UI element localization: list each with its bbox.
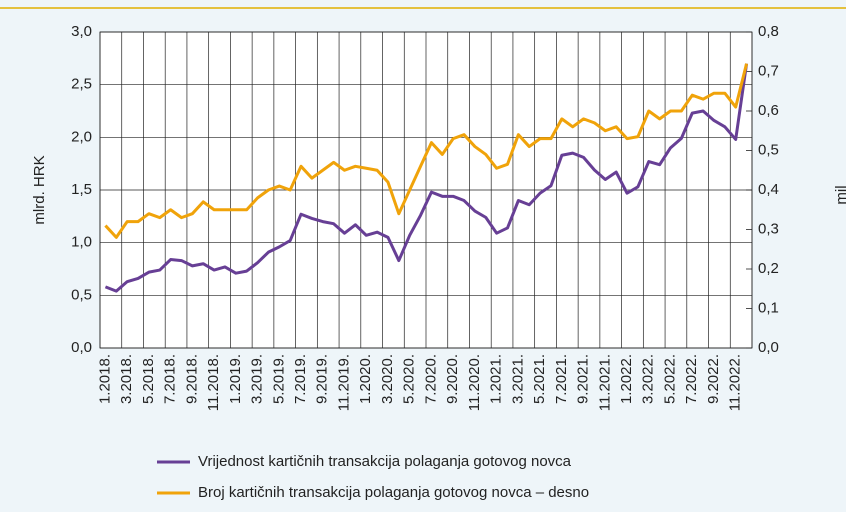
x-tick-label: 11.2019. [335,354,352,411]
y-tick-label: 3,0 [71,23,92,40]
legend-label: Broj kartičnih transakcija polaganja got… [198,484,589,501]
y2-tick-label: 0,1 [758,299,779,316]
x-tick-label: 7.2019. [292,354,309,404]
x-tick-label: 7.2022. [683,354,700,404]
y2-tick-label: 0,6 [758,102,779,119]
y-tick-label: 2,0 [71,128,92,145]
x-tick-label: 3.2021. [509,354,526,404]
y-tick-label: 2,5 [71,76,92,93]
x-tick-label: 9.2022. [705,354,722,404]
y-tick-label: 0,5 [71,286,92,303]
y2-axis-label: mil [833,185,846,204]
x-tick-label: 5.2020. [401,354,418,404]
x-tick-label: 11.2020. [466,354,483,411]
y2-tick-label: 0,2 [758,260,779,277]
series-line [104,63,749,239]
x-tick-label: 3.2018. [118,354,135,404]
x-tick-label: 7.2020. [422,354,439,404]
x-tick-label: 5.2022. [661,354,678,404]
y2-tick-label: 0,3 [758,220,779,237]
x-tick-label: 5.2021. [531,354,548,404]
y-axis-label: mlrd. HRK [31,155,48,224]
x-tick-label: 9.2021. [575,354,592,404]
x-tick-label: 11.2018. [205,354,222,411]
plot-frame [99,31,753,349]
x-tick-label: 3.2022. [640,354,657,404]
x-tick-label: 7.2018. [162,354,179,404]
x-tick-label: 3.2020. [379,354,396,404]
x-tick-label: 1.2020. [357,354,374,404]
y2-tick-label: 0,5 [758,141,779,158]
x-tick-label: 11.2022. [727,354,744,411]
x-tick-label: 1.2018. [96,354,113,404]
y2-tick-label: 0,4 [758,181,779,198]
y2-tick-label: 0,0 [758,339,779,356]
x-tick-label: 1.2022. [618,354,635,404]
y-tick-label: 1,0 [71,234,92,251]
legend-label: Vrijednost kartičnih transakcija polagan… [198,453,572,470]
x-tick-label: 11.2021. [596,354,613,411]
x-tick-label: 9.2018. [183,354,200,404]
x-tick-label: 9.2020. [444,354,461,404]
y-tick-label: 0,0 [71,339,92,356]
series-line [104,63,749,293]
x-tick-label: 9.2019. [314,354,331,404]
x-tick-label: 7.2021. [553,354,570,404]
y2-tick-label: 0,7 [758,62,779,79]
x-tick-label: 5.2019. [270,354,287,404]
x-tick-label: 5.2018. [140,354,157,404]
x-tick-label: 1.2021. [488,354,505,404]
x-tick-label: 3.2019. [249,354,266,404]
y-tick-label: 1,5 [71,181,92,198]
x-tick-label: 1.2019. [227,354,244,404]
y2-tick-label: 0,8 [758,23,779,40]
